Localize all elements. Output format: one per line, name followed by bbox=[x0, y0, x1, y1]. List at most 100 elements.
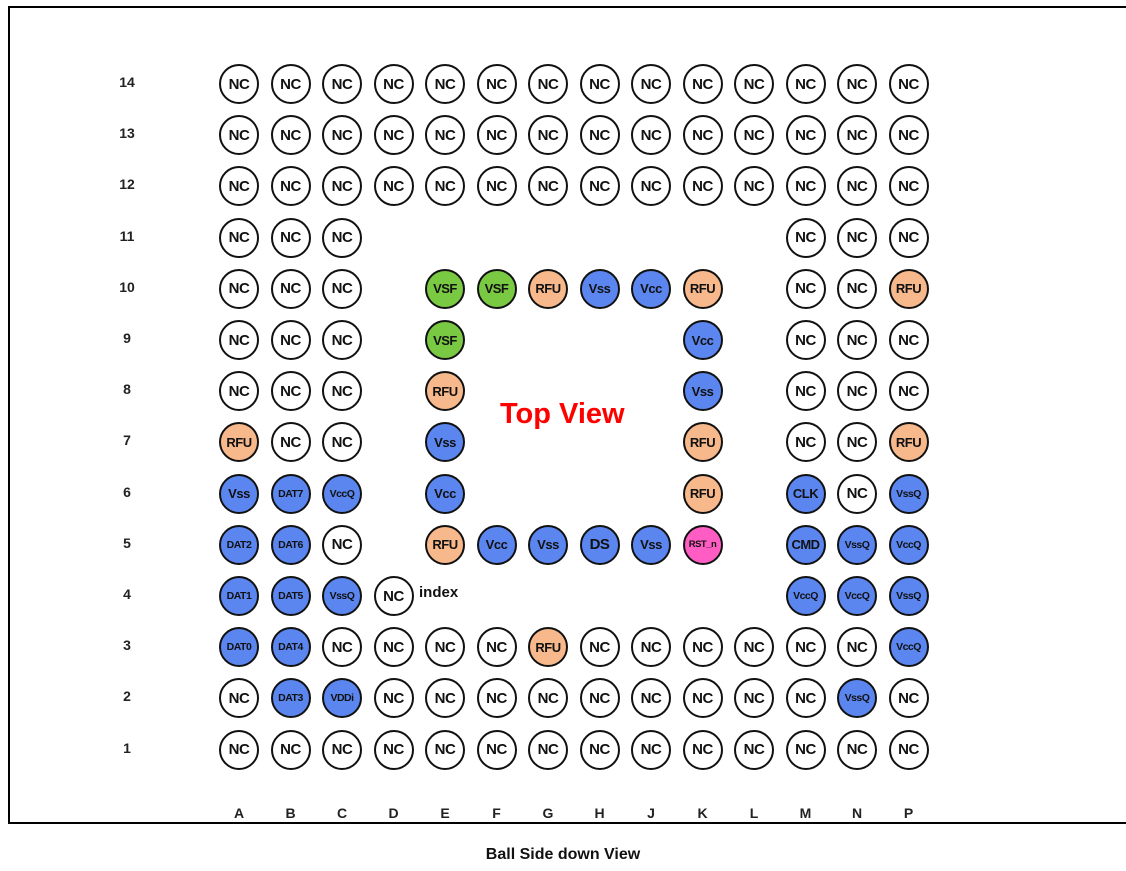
ball-B13: NC bbox=[270, 115, 311, 156]
ball-A12: NC bbox=[219, 166, 259, 207]
ball-H3: NC bbox=[579, 627, 620, 668]
ball-label: Vss bbox=[640, 537, 662, 553]
ball-label: Vcc bbox=[485, 537, 508, 553]
ball-label: RFU bbox=[689, 434, 716, 450]
ball-label: NC bbox=[898, 331, 919, 349]
ball-M4: VccQ bbox=[785, 576, 826, 616]
ball-label: NC bbox=[228, 126, 250, 144]
ball-label: DAT3 bbox=[278, 692, 303, 705]
ball-label: NC bbox=[898, 229, 919, 247]
ball-H13: NC bbox=[579, 115, 620, 156]
column-label-B: B bbox=[285, 805, 296, 821]
ball-C4: VssQ bbox=[322, 576, 362, 616]
ball-label: NC bbox=[692, 689, 713, 707]
ball-label: VccQ bbox=[844, 590, 870, 602]
ball-label: NC bbox=[692, 177, 713, 195]
ball-K3: NC bbox=[682, 627, 723, 668]
ball-F12: NC bbox=[476, 166, 517, 207]
ball-label: DAT4 bbox=[278, 641, 303, 654]
ball-J12: NC bbox=[631, 166, 671, 207]
ball-label: NC bbox=[280, 177, 301, 195]
ball-label: NC bbox=[846, 177, 868, 195]
ball-label: NC bbox=[331, 75, 353, 93]
ball-A3: DAT0 bbox=[219, 627, 259, 668]
ball-G1: NC bbox=[528, 729, 568, 770]
ball-label: CMD bbox=[791, 537, 820, 553]
ball-label: NC bbox=[486, 126, 507, 144]
ball-label: Vss bbox=[588, 281, 611, 297]
row-label-4: 4 bbox=[123, 586, 131, 602]
ball-H1: NC bbox=[579, 729, 620, 770]
row-label-8: 8 bbox=[123, 381, 131, 398]
ball-label: NC bbox=[280, 331, 301, 349]
ball-G14: NC bbox=[528, 64, 568, 104]
ball-B8: NC bbox=[270, 371, 311, 412]
ball-M6: CLK bbox=[785, 473, 826, 514]
ball-label: DAT2 bbox=[226, 538, 252, 551]
ball-label: NC bbox=[280, 741, 301, 759]
ball-label: VssQ bbox=[896, 487, 921, 500]
ball-E10: VSF bbox=[425, 268, 465, 309]
ball-label: Vcc bbox=[434, 486, 456, 502]
ball-K14: NC bbox=[682, 64, 723, 104]
ball-B1: NC bbox=[270, 729, 311, 770]
ball-label: NC bbox=[846, 433, 868, 451]
ball-label: NC bbox=[331, 280, 353, 298]
ball-P1: NC bbox=[888, 729, 929, 770]
ball-M3: NC bbox=[785, 627, 826, 668]
ball-label: NC bbox=[846, 229, 868, 247]
ball-label: Vss bbox=[537, 537, 559, 553]
ball-A14: NC bbox=[219, 64, 259, 104]
ball-label: Vss bbox=[228, 486, 250, 502]
ball-J14: NC bbox=[631, 64, 671, 104]
ball-A5: DAT2 bbox=[219, 524, 259, 565]
ball-A10: NC bbox=[219, 268, 259, 309]
ball-L1: NC bbox=[734, 729, 774, 770]
ball-label: NC bbox=[486, 741, 507, 759]
ball-P5: VccQ bbox=[888, 524, 929, 565]
ball-label: VccQ bbox=[896, 538, 921, 551]
ball-label: DS bbox=[589, 536, 610, 554]
ball-N8: NC bbox=[837, 371, 877, 412]
ball-label: NC bbox=[383, 689, 404, 707]
ball-N9: NC bbox=[837, 320, 877, 360]
column-label-E: E bbox=[440, 805, 450, 821]
ball-label: NC bbox=[795, 433, 816, 451]
ball-label: NC bbox=[795, 229, 816, 247]
column-label-A: A bbox=[233, 805, 245, 821]
ball-E14: NC bbox=[425, 64, 465, 104]
ball-B3: DAT4 bbox=[270, 627, 311, 668]
ball-label: NC bbox=[795, 75, 816, 93]
ball-label: NC bbox=[331, 177, 353, 195]
ball-label: DAT5 bbox=[278, 590, 303, 602]
ball-B4: DAT5 bbox=[270, 576, 311, 616]
ball-E5: RFU bbox=[425, 524, 465, 565]
ball-C3: NC bbox=[322, 627, 362, 668]
ball-label: NC bbox=[846, 485, 868, 503]
ball-label: VssQ bbox=[844, 692, 870, 705]
ball-M8: NC bbox=[785, 371, 826, 412]
ball-B6: DAT7 bbox=[270, 473, 311, 514]
ball-label: NC bbox=[795, 331, 816, 349]
ball-label: NC bbox=[846, 382, 868, 400]
ball-D12: NC bbox=[373, 166, 414, 207]
ball-F2: NC bbox=[476, 678, 517, 719]
ball-J5: Vss bbox=[631, 524, 671, 565]
ball-F3: NC bbox=[476, 627, 517, 668]
ball-label: NC bbox=[331, 331, 353, 349]
ball-label: NC bbox=[795, 382, 816, 400]
ball-A7: RFU bbox=[219, 422, 259, 463]
column-label-G: G bbox=[542, 805, 554, 821]
ball-P6: VssQ bbox=[888, 473, 929, 514]
row-label-9: 9 bbox=[123, 330, 131, 346]
ball-label: NC bbox=[692, 638, 713, 656]
ball-label: VccQ bbox=[896, 641, 921, 654]
ball-C13: NC bbox=[322, 115, 362, 156]
ball-label: RFU bbox=[895, 281, 922, 297]
row-label-12: 12 bbox=[119, 176, 135, 193]
ball-K2: NC bbox=[682, 678, 723, 719]
row-label-1: 1 bbox=[123, 739, 131, 756]
ball-label: NC bbox=[486, 689, 507, 707]
ball-K7: RFU bbox=[682, 422, 723, 463]
ball-M13: NC bbox=[785, 115, 826, 156]
